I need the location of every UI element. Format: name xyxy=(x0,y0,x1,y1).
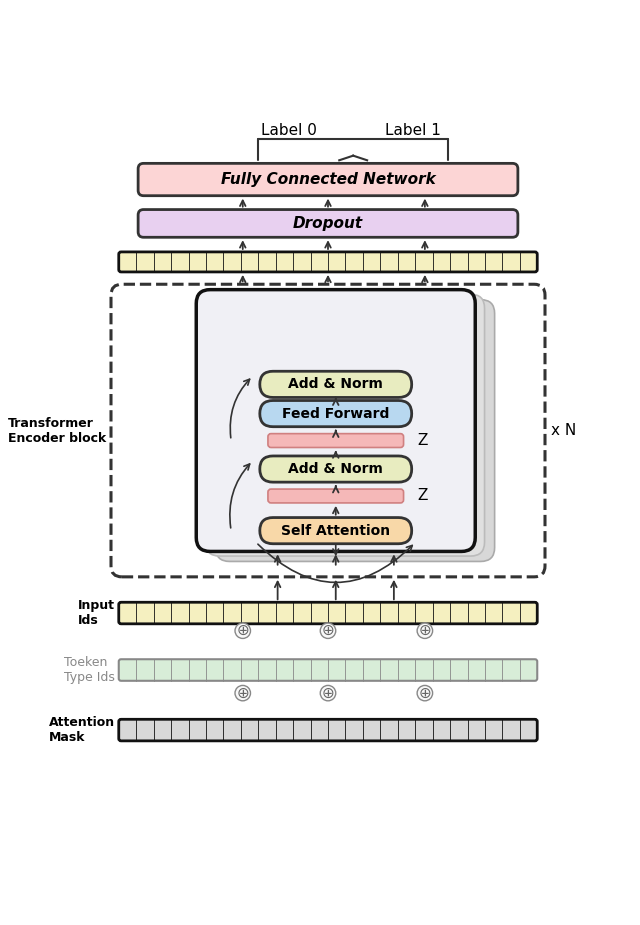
Text: Feed Forward: Feed Forward xyxy=(282,407,389,421)
FancyBboxPatch shape xyxy=(138,210,518,238)
FancyBboxPatch shape xyxy=(260,401,412,426)
Text: ⊕: ⊕ xyxy=(236,685,249,700)
Text: ⊕: ⊕ xyxy=(419,685,431,700)
Text: ⊕: ⊕ xyxy=(419,623,431,638)
Text: Add & Norm: Add & Norm xyxy=(288,462,383,476)
Text: Add & Norm: Add & Norm xyxy=(288,377,383,391)
Text: x N: x N xyxy=(551,423,577,438)
Text: Toeken
Type Ids: Toeken Type Ids xyxy=(64,656,115,684)
Text: ⊕: ⊕ xyxy=(236,623,249,638)
Circle shape xyxy=(320,685,336,701)
Circle shape xyxy=(320,623,336,638)
Circle shape xyxy=(417,685,433,701)
FancyBboxPatch shape xyxy=(196,290,476,551)
FancyBboxPatch shape xyxy=(268,434,404,448)
Text: Label 0: Label 0 xyxy=(261,123,317,139)
FancyBboxPatch shape xyxy=(268,489,404,503)
Circle shape xyxy=(235,685,250,701)
FancyBboxPatch shape xyxy=(216,300,495,561)
Text: Z: Z xyxy=(417,433,428,448)
Text: ⊕: ⊕ xyxy=(322,623,334,638)
FancyBboxPatch shape xyxy=(260,371,412,398)
FancyBboxPatch shape xyxy=(260,518,412,544)
Circle shape xyxy=(235,623,250,638)
Text: Dropout: Dropout xyxy=(293,216,363,231)
FancyBboxPatch shape xyxy=(260,456,412,482)
FancyBboxPatch shape xyxy=(205,294,484,556)
Text: Attention
Mask: Attention Mask xyxy=(49,716,115,744)
Text: Fully Connected Network: Fully Connected Network xyxy=(221,172,435,187)
Text: Transformer
Encoder block: Transformer Encoder block xyxy=(8,416,106,445)
FancyBboxPatch shape xyxy=(138,164,518,196)
Text: ⊕: ⊕ xyxy=(322,685,334,700)
Circle shape xyxy=(417,623,433,638)
Text: Z: Z xyxy=(417,488,428,503)
FancyBboxPatch shape xyxy=(119,660,537,681)
FancyBboxPatch shape xyxy=(119,720,537,741)
Text: Label 1: Label 1 xyxy=(385,123,441,139)
Text: Self Attention: Self Attention xyxy=(281,524,390,537)
FancyBboxPatch shape xyxy=(119,602,537,623)
Text: Input
Ids: Input Ids xyxy=(78,599,115,627)
FancyBboxPatch shape xyxy=(119,252,537,272)
